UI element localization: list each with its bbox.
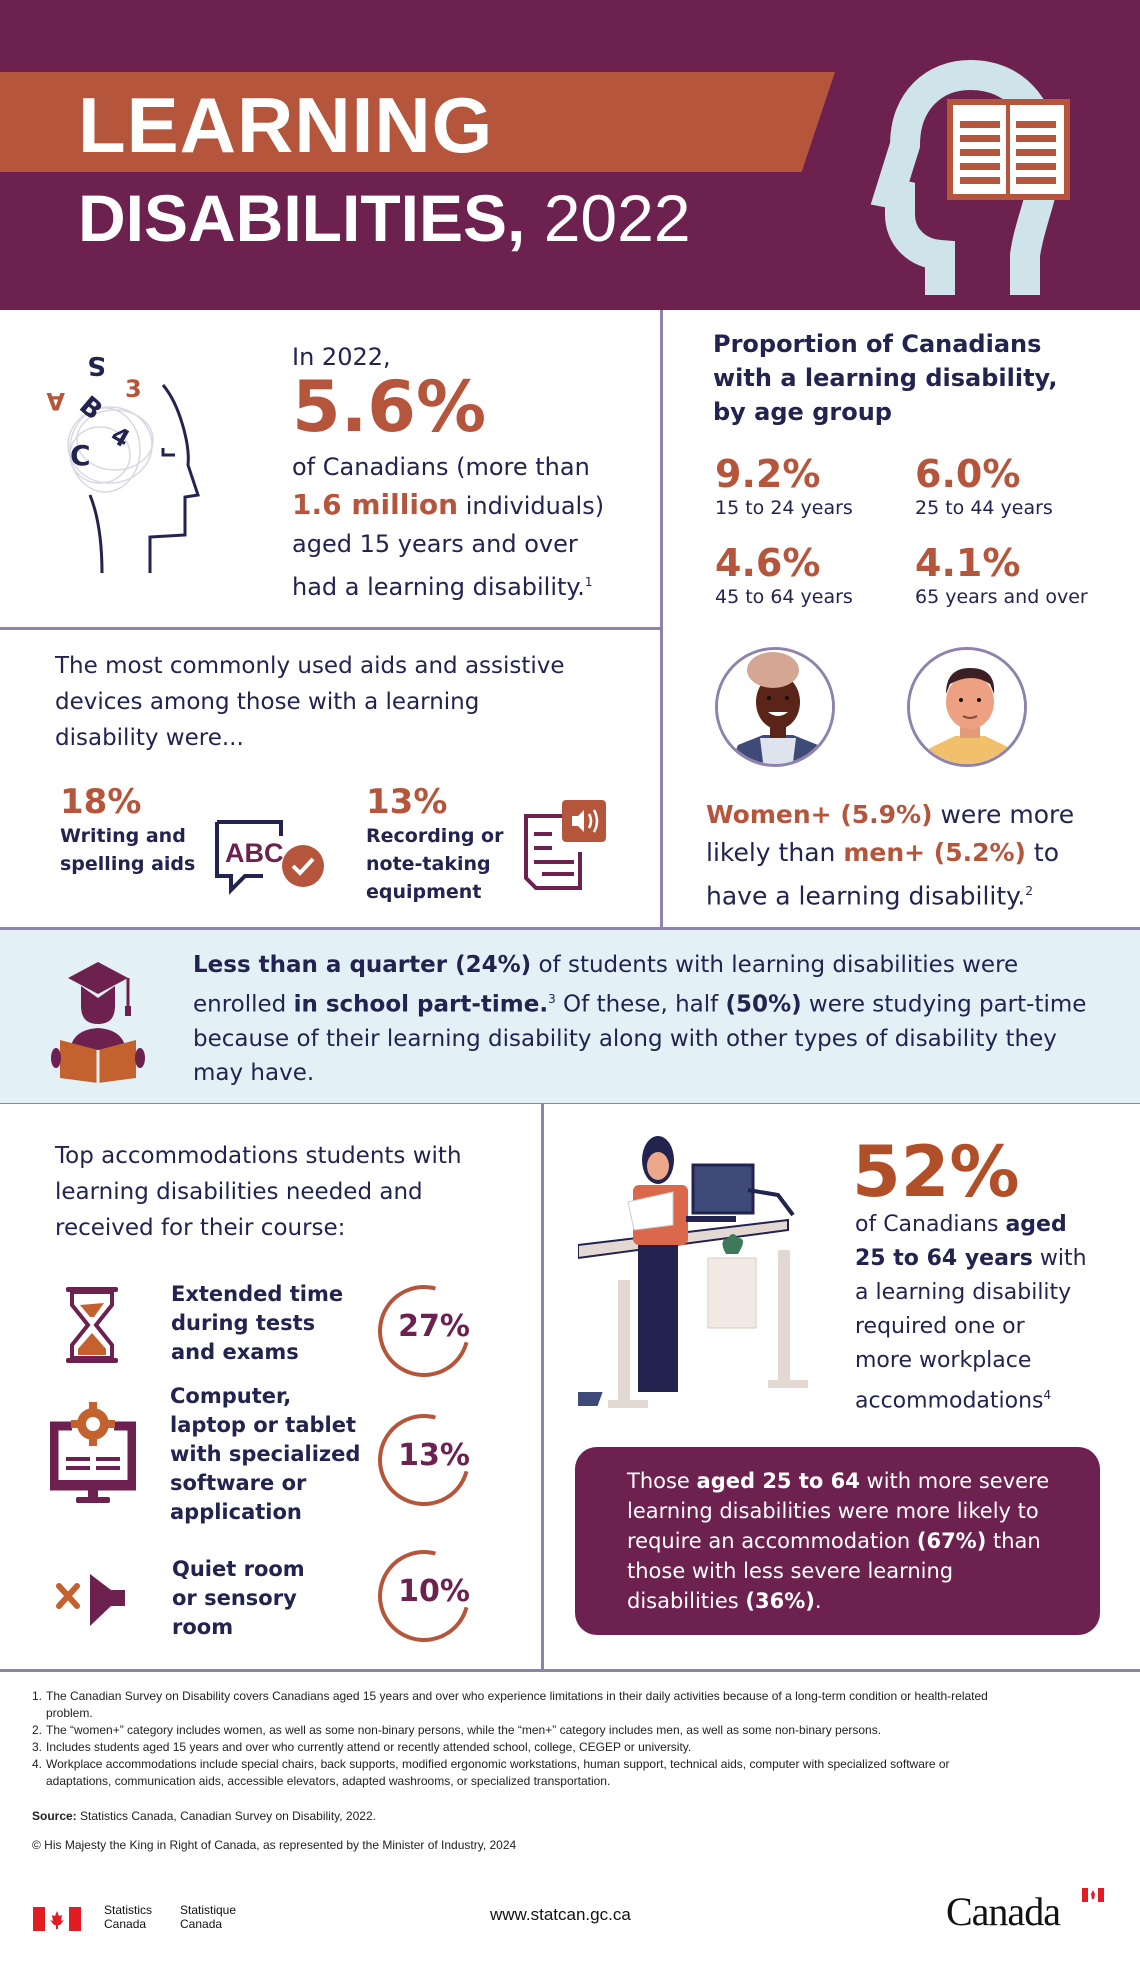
statcan-en-wordmark: Statistics Canada (104, 1903, 153, 1931)
computer-gear-icon (49, 1400, 137, 1508)
jumbled-letters-head-icon: S 3 A B 4 C (30, 345, 220, 579)
graduate-reading-icon (48, 958, 148, 1087)
canada-wordmark: Canada (946, 1888, 1104, 1935)
divider-vertical-top (660, 310, 663, 930)
accommodation-quiet-room-percent: 10% (398, 1574, 470, 1609)
workplace-text: of Canadians aged 25 to 64 years with a … (855, 1212, 1087, 1414)
accommodation-extended-time-percent: 27% (398, 1309, 470, 1344)
svg-text:4: 4 (106, 421, 134, 454)
footnotes: 1. The Canadian Survey on Disability cove… (32, 1688, 1012, 1790)
svg-text:S: S (87, 350, 106, 380)
age-group-65-plus: 4.1% 65 years and over (915, 541, 1088, 608)
statcan-url-link[interactable]: www.statcan.gc.ca (490, 1905, 631, 1924)
svg-text:A: A (46, 387, 65, 415)
divider-horizontal-left (0, 627, 660, 630)
document-audio-icon (522, 800, 618, 900)
muted-speaker-icon (55, 1572, 131, 1632)
divider-above-footnotes (0, 1669, 1140, 1672)
severity-callout-text: Those aged 25 to 64 with more severe lea… (627, 1469, 1050, 1613)
accommodation-computer-software-percent: 13% (398, 1438, 470, 1473)
divider-above-band (0, 927, 1140, 930)
aids-intro: The most commonly used aids and assistiv… (55, 653, 565, 751)
source-line: Source: Statistics Canada, Canadian Surv… (32, 1809, 376, 1823)
abc-check-speech-bubble-icon: ABC (213, 818, 333, 902)
woman-at-standing-desk-icon (527, 1130, 828, 1434)
svg-text:3: 3 (125, 375, 142, 403)
page-title-line1: LEARNING (78, 81, 494, 169)
statcan-fr-wordmark: Statistique Canada (180, 1903, 237, 1931)
accommodation-computer-software: Computer, laptop or tablet with speciali… (170, 1384, 361, 1524)
gender-comparison: Women+ (5.9%) were more likely than men+… (706, 800, 1075, 911)
svg-text:ABC: ABC (225, 838, 284, 868)
overview-percent: 5.6% (292, 366, 487, 448)
title-ribbon (0, 72, 835, 172)
footnote-4: 4. Workplace accommodations include speci… (32, 1757, 950, 1788)
accommodations-intro: Top accommodations students with learnin… (55, 1143, 462, 1241)
age-group-15-24: 9.2% 15 to 24 years (715, 452, 853, 519)
avatar-woman (715, 647, 835, 767)
head-with-book-icon (820, 45, 1080, 299)
students-part-time-text: Less than a quarter (24%) of students wi… (193, 952, 1087, 1086)
workplace-percent: 52% (852, 1131, 1020, 1213)
aid-writing-spelling: 18% Writing and spelling aids (60, 782, 196, 875)
aid-recording-note-taking: 13% Recording or note-taking equipment (366, 782, 504, 903)
svg-text:B: B (73, 391, 107, 427)
footnote-3: 3. Includes students aged 15 years and ov… (32, 1740, 692, 1754)
students-band (0, 930, 1140, 1103)
page-title-line2: DISABILITIES, 2022 (78, 181, 691, 255)
footnote-2: 2. The “women+” category includes women, … (32, 1723, 882, 1737)
accommodation-extended-time: Extended time during tests and exams (171, 1282, 344, 1364)
avatar-man (907, 647, 1027, 767)
age-group-45-64: 4.6% 45 to 64 years (715, 541, 853, 608)
svg-text:C: C (70, 439, 91, 472)
overview-intro: In 2022, (292, 343, 391, 371)
canada-flag-icon (33, 1907, 81, 1935)
hourglass-icon (66, 1287, 118, 1367)
age-group-25-44: 6.0% 25 to 44 years (915, 452, 1053, 519)
age-group-title: Proportion of Canadians with a learning … (713, 330, 1058, 426)
accommodation-quiet-room: Quiet room or sensory room (172, 1557, 305, 1639)
copyright-line: © His Majesty the King in Right of Canad… (32, 1838, 517, 1852)
divider-vertical-bottom (541, 1104, 544, 1670)
overview-text: of Canadians (more than 1.6 million indi… (292, 453, 605, 601)
severity-callout (575, 1447, 1100, 1635)
footnote-1: 1. The Canadian Survey on Disability cove… (32, 1689, 988, 1720)
